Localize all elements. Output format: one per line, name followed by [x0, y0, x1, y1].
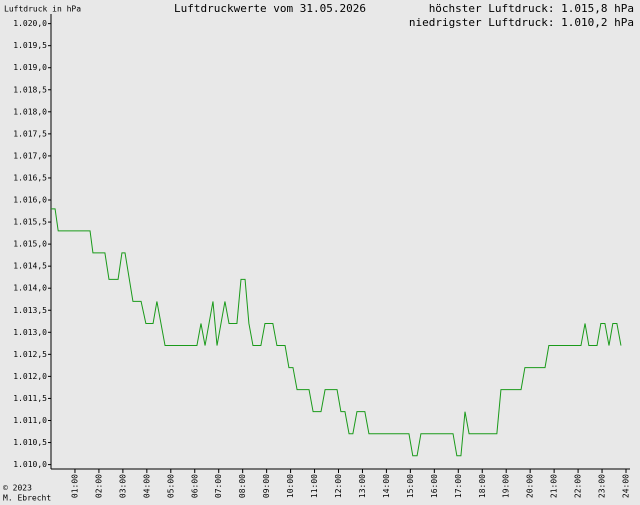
y-tick-label: 1.019,0	[13, 63, 47, 72]
x-tick-label: 11:00	[310, 474, 319, 498]
x-tick-label: 24:00	[622, 474, 631, 498]
y-tick-label: 1.016,0	[13, 196, 47, 205]
credit: M. Ebrecht	[3, 494, 51, 503]
y-tick-label: 1.020,0	[13, 19, 47, 28]
y-tick-label: 1.014,5	[13, 262, 47, 271]
y-tick-label: 1.017,0	[13, 151, 47, 160]
x-tick-label: 08:00	[238, 474, 247, 498]
pressure-line	[51, 208, 622, 457]
x-tick-label: 21:00	[550, 474, 559, 498]
chart-title: Luftdruckwerte vom 31.05.2026	[174, 2, 366, 15]
min-annotation: niedrigster Luftdruck: 1.010,2 hPa	[409, 16, 634, 29]
y-tick-label: 1.019,5	[13, 41, 47, 50]
y-tick-label: 1.017,5	[13, 129, 47, 138]
x-tick-label: 04:00	[142, 474, 151, 498]
x-tick-label: 20:00	[526, 474, 535, 498]
x-tick-label: 09:00	[262, 474, 271, 498]
x-tick-label: 18:00	[478, 474, 487, 498]
y-tick-label: 1.014,0	[13, 284, 47, 293]
x-tick-label: 17:00	[454, 474, 463, 498]
x-tick-label: 23:00	[598, 474, 607, 498]
y-tick-label: 1.015,5	[13, 218, 47, 227]
y-tick-label: 1.013,0	[13, 328, 47, 337]
y-tick-label: 1.012,5	[13, 350, 47, 359]
y-tick-label: 1.018,5	[13, 85, 47, 94]
x-tick-label: 06:00	[190, 474, 199, 498]
y-tick-label: 1.011,0	[13, 416, 47, 425]
x-tick-label: 05:00	[166, 474, 175, 498]
y-axis-label: Luftdruck in hPa	[4, 5, 81, 14]
x-tick-label: 12:00	[334, 474, 343, 498]
max-annotation: höchster Luftdruck: 1.015,8 hPa	[429, 2, 634, 15]
x-tick-label: 15:00	[406, 474, 415, 498]
x-tick-label: 13:00	[358, 474, 367, 498]
x-tick-label: 02:00	[94, 474, 103, 498]
x-tick-label: 22:00	[574, 474, 583, 498]
x-tick-label: 07:00	[214, 474, 223, 498]
y-tick-label: 1.012,0	[13, 372, 47, 381]
x-tick-label: 14:00	[382, 474, 391, 498]
credit: © 2023	[3, 484, 32, 493]
y-tick-label: 1.015,0	[13, 240, 47, 249]
x-tick-label: 10:00	[286, 474, 295, 498]
x-tick-label: 03:00	[118, 474, 127, 498]
y-tick-label: 1.010,5	[13, 438, 47, 447]
y-tick-label: 1.018,0	[13, 107, 47, 116]
x-tick-label: 16:00	[430, 474, 439, 498]
y-tick-label: 1.011,5	[13, 394, 47, 403]
y-tick-label: 1.016,5	[13, 173, 47, 182]
y-tick-label: 1.010,0	[13, 460, 47, 469]
x-tick-label: 01:00	[70, 474, 79, 498]
x-tick-label: 19:00	[502, 474, 511, 498]
y-tick-label: 1.013,5	[13, 306, 47, 315]
